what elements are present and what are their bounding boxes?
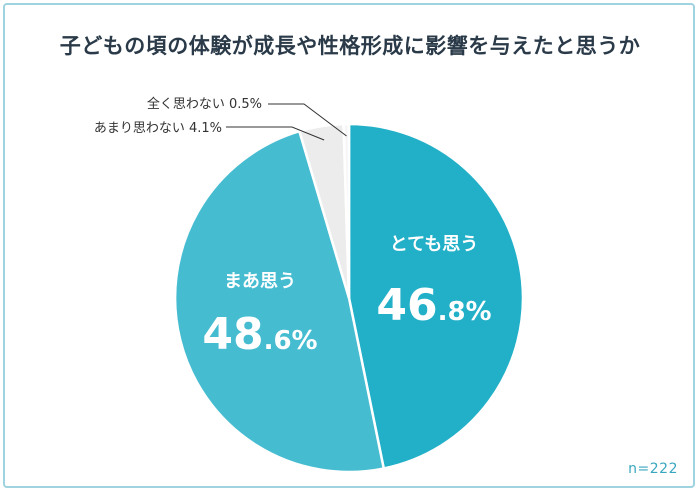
- leader-line-not-really: [226, 126, 325, 141]
- slice-pct-dec-very-much: .8%: [438, 297, 492, 327]
- chart-title-text: 子どもの頃の体験が成長や性格形成に影響を与えたと思うか: [59, 34, 641, 58]
- pie-slice-very-much: [347, 122, 525, 470]
- title-wrap: 子どもの頃の体験が成長や性格形成に影響を与えたと思うか: [0, 30, 700, 66]
- slice-pct-very-much: 46.8%: [376, 280, 491, 331]
- leader-line-not-at-all: [268, 103, 347, 137]
- slice-pct-somewhat: 48.6%: [202, 309, 317, 360]
- pie-slices: [173, 122, 525, 474]
- slice-label-very-much: とても思う: [390, 234, 479, 255]
- pie-slice-somewhat: [173, 129, 386, 474]
- slice-pct-dec-somewhat: .6%: [264, 326, 318, 356]
- chart-title: 子どもの頃の体験が成長や性格形成に影響を与えたと思うか: [49, 30, 651, 66]
- label-not-really: あまり思わない 4.1%: [94, 121, 222, 136]
- slice-label-somewhat: まあ思う: [224, 271, 296, 292]
- pie-slice-not-at-all: [342, 122, 351, 299]
- slice-pct-int-somewhat: 48: [202, 309, 263, 360]
- sample-size-label: n=222: [628, 461, 678, 477]
- leader-lines: [226, 103, 347, 141]
- label-not-at-all: 全く思わない 0.5%: [147, 96, 262, 112]
- slice-pct-int-very-much: 46: [376, 280, 437, 331]
